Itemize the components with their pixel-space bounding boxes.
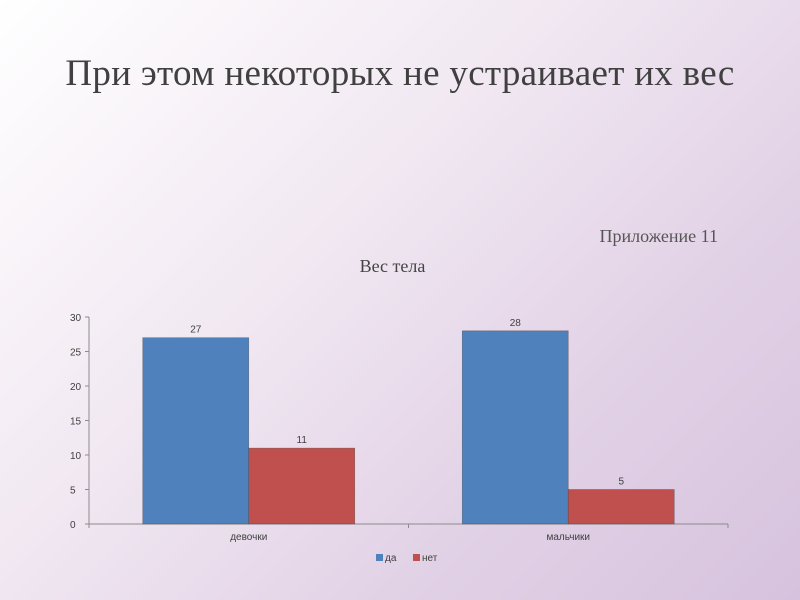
legend-swatch-да <box>376 554 383 561</box>
bar-да <box>461 330 569 525</box>
data-label: 27 <box>190 325 202 336</box>
y-tick-label: 20 <box>70 382 82 393</box>
legend-label: нет <box>422 553 438 564</box>
slide-title: При этом некоторых не устраивает их вес <box>65 53 735 94</box>
y-tick-label: 5 <box>70 486 76 497</box>
data-label: 11 <box>297 435 308 446</box>
chart-title: Вес тела <box>359 256 426 276</box>
data-label: 5 <box>618 477 624 488</box>
appendix-label: Приложение 11 <box>599 226 718 246</box>
x-tick-label: мальчики <box>546 532 590 543</box>
legend-swatch-нет <box>413 554 420 561</box>
bar-да <box>142 337 250 525</box>
y-tick-label: 15 <box>70 417 82 428</box>
x-tick-label: девочки <box>230 532 267 543</box>
y-tick-label: 25 <box>70 348 82 359</box>
legend-label: да <box>385 553 397 564</box>
bar-нет <box>567 489 675 525</box>
y-tick-label: 0 <box>70 520 76 531</box>
y-tick-label: 30 <box>70 313 82 324</box>
data-label: 28 <box>510 318 522 329</box>
y-tick-label: 10 <box>70 451 82 462</box>
bar-нет <box>248 447 356 525</box>
